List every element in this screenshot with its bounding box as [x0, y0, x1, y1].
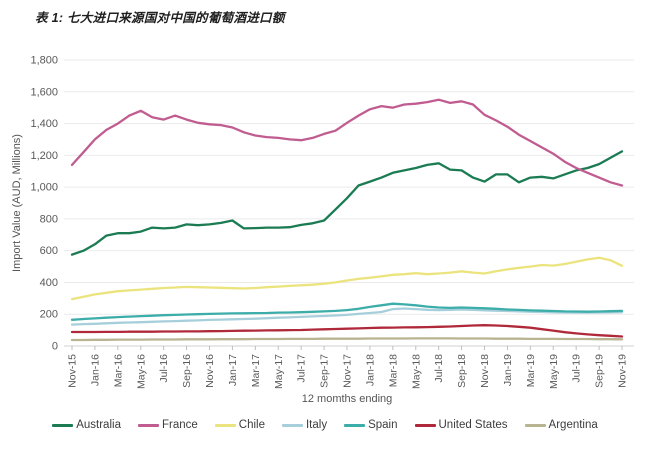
- legend-swatch-icon: [414, 423, 436, 427]
- y-tick-label: 1,200: [30, 150, 58, 162]
- y-tick-label: 200: [40, 309, 58, 321]
- x-tick-label: Nov-19: [617, 354, 629, 388]
- x-tick-label: Jul-17: [296, 354, 308, 383]
- chart-title: 表 1: 七大进口来源国对中国的葡萄酒进口额: [35, 11, 285, 25]
- x-axis-title: 12 momths ending: [302, 393, 393, 405]
- legend-item: Australia: [52, 419, 121, 431]
- y-axis-title: Import Value (AUD, Millions): [11, 134, 23, 272]
- legend-label: Argentina: [548, 419, 598, 431]
- x-tick-label: May-17: [273, 354, 285, 389]
- series-line-italy: [70, 307, 624, 326]
- y-tick-label: 800: [40, 213, 58, 225]
- legend-swatch-icon: [281, 423, 303, 427]
- y-tick-label: 400: [40, 277, 58, 289]
- x-tick-label: Sep-17: [319, 354, 331, 388]
- x-tick-label: Mar-19: [525, 354, 537, 387]
- y-tick-label: 0: [52, 341, 58, 353]
- x-tick-label: Mar-16: [112, 354, 124, 387]
- legend-item: Italy: [281, 419, 328, 431]
- x-tick-label: Nov-15: [67, 354, 79, 388]
- x-tick-label: Nov-18: [479, 354, 491, 388]
- y-tick-label: 1,600: [30, 86, 58, 98]
- legend-swatch-icon: [524, 423, 546, 427]
- x-tick-label: May-16: [135, 354, 147, 389]
- y-tick-label: 600: [40, 245, 58, 257]
- legend-label: Chile: [238, 419, 265, 431]
- legend-swatch-icon: [214, 423, 236, 427]
- x-tick-label: Mar-17: [250, 354, 262, 387]
- y-tick-label: 1,000: [30, 182, 58, 194]
- x-tick-label: Jan-17: [227, 354, 239, 386]
- x-tick-label: May-18: [410, 354, 422, 389]
- x-tick-label: Sep-19: [594, 354, 606, 388]
- x-tick-label: Jul-19: [571, 354, 583, 383]
- legend-swatch-icon: [137, 423, 159, 427]
- x-tick-label: Nov-17: [342, 354, 354, 388]
- x-tick-label: Sep-16: [181, 354, 193, 388]
- y-tick-label: 1,400: [30, 118, 58, 130]
- legend-label: United States: [438, 419, 508, 431]
- legend-item: Spain: [344, 419, 398, 431]
- legend-item: France: [137, 419, 198, 431]
- legend-swatch-icon: [52, 423, 74, 427]
- x-tick-label: Jul-18: [433, 354, 445, 383]
- x-tick-label: Nov-16: [204, 354, 216, 388]
- chart-legend: Australia France Chile Italy Spain United Sta…: [0, 419, 650, 431]
- legend-label: France: [161, 419, 198, 431]
- y-tick-label: 1,800: [30, 55, 58, 67]
- x-tick-label: Jul-16: [158, 354, 170, 383]
- legend-swatch-icon: [344, 423, 366, 427]
- legend-item: Argentina: [524, 419, 598, 431]
- series-line-chile: [70, 256, 624, 301]
- series-line-united-states: [70, 324, 624, 338]
- x-tick-label: Sep-18: [456, 354, 468, 388]
- x-tick-label: Mar-18: [387, 354, 399, 387]
- series-line-france: [70, 98, 624, 187]
- series-line-australia: [70, 150, 624, 256]
- x-tick-label: Jan-18: [364, 354, 376, 386]
- series-line-spain: [70, 302, 624, 321]
- legend-label: Italy: [305, 419, 328, 431]
- legend-label: Spain: [368, 419, 398, 431]
- series-line-argentina: [70, 337, 624, 342]
- x-tick-label: Jan-16: [89, 354, 101, 386]
- legend-item: Chile: [214, 419, 265, 431]
- x-tick-label: May-19: [548, 354, 560, 389]
- legend-label: Australia: [76, 419, 121, 431]
- legend-item: United States: [414, 419, 508, 431]
- x-tick-label: Jan-19: [502, 354, 514, 386]
